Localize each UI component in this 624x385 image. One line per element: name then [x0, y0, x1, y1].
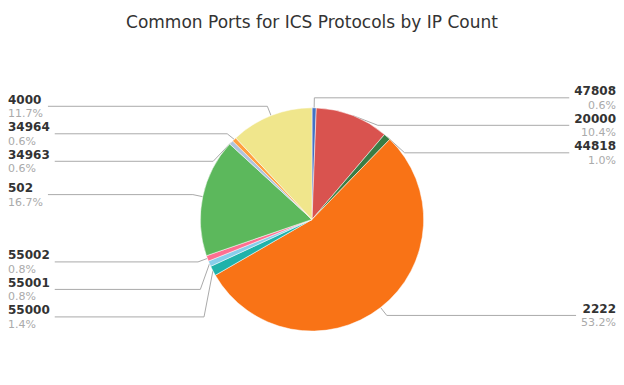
svg-text:11.7%: 11.7%	[8, 107, 43, 120]
svg-text:4000: 4000	[8, 93, 41, 107]
svg-text:34964: 34964	[8, 120, 50, 134]
svg-text:16.7%: 16.7%	[8, 196, 43, 209]
svg-text:1.0%: 1.0%	[588, 154, 616, 167]
svg-text:55001: 55001	[8, 276, 50, 290]
svg-text:44818: 44818	[574, 139, 616, 153]
svg-text:47808: 47808	[574, 84, 616, 98]
svg-text:0.8%: 0.8%	[8, 290, 36, 303]
svg-text:55000: 55000	[8, 303, 50, 317]
svg-text:502: 502	[8, 181, 33, 195]
svg-text:2222: 2222	[583, 302, 616, 316]
svg-text:10.4%: 10.4%	[581, 126, 616, 139]
svg-text:0.6%: 0.6%	[8, 162, 36, 175]
svg-text:53.2%: 53.2%	[581, 316, 616, 329]
svg-text:1.4%: 1.4%	[8, 318, 36, 331]
svg-text:34963: 34963	[8, 148, 50, 162]
svg-text:20000: 20000	[574, 112, 616, 126]
svg-text:Common Ports for ICS Protocols: Common Ports for ICS Protocols by IP Cou…	[126, 12, 498, 32]
svg-text:55002: 55002	[8, 248, 50, 262]
svg-text:0.6%: 0.6%	[8, 135, 36, 148]
svg-text:0.8%: 0.8%	[8, 263, 36, 276]
svg-text:0.6%: 0.6%	[588, 99, 616, 112]
